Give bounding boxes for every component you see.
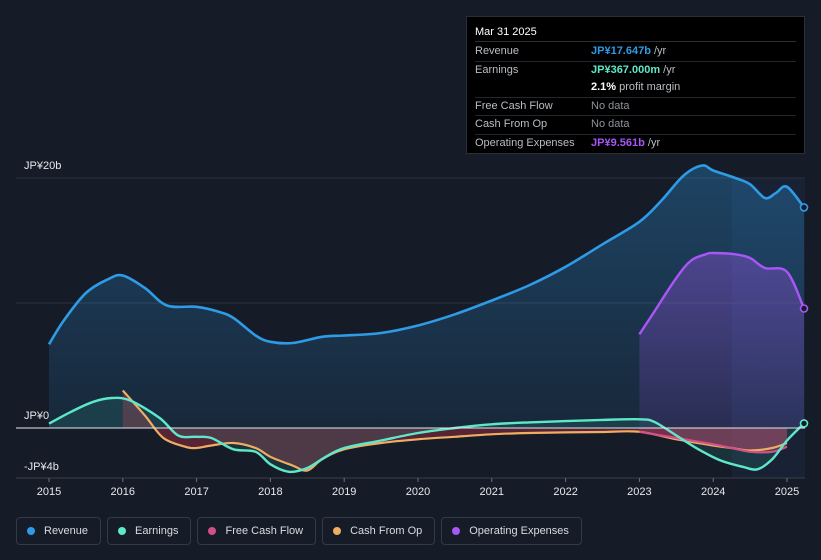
revenue-dot-icon — [27, 527, 35, 535]
tooltip-label: Free Cash Flow — [475, 99, 553, 112]
legend-revenue-label: Revenue — [44, 525, 89, 537]
tooltip-value: JP¥367.000m — [591, 63, 661, 76]
legend-earnings[interactable]: Earnings — [107, 517, 192, 545]
tooltip-label: Earnings — [475, 63, 519, 76]
opex-dot-icon — [452, 527, 461, 535]
legend-free-cash-flow[interactable]: Free Cash Flow — [197, 517, 317, 545]
x-tick-label: 2019 — [332, 486, 356, 498]
tooltip-label: Revenue — [475, 45, 520, 57]
y-tick-label: -JP¥4b — [24, 461, 59, 473]
legend-operating-expenses[interactable]: Operating Expenses — [441, 517, 582, 545]
earnings-area — [49, 397, 804, 472]
chart: JP¥20b JP¥0 -JP¥4b 2015 2016 2017 2018 2019 2020… — [16, 160, 809, 498]
tooltip-unit: profit margin — [616, 81, 681, 93]
tooltip-label — [475, 79, 591, 97]
tooltip-row-earnings: Earnings JP¥367.000m /yr — [475, 62, 796, 80]
cfo-dot-icon — [333, 527, 342, 535]
legend-opex-label: Operating Expenses — [469, 525, 569, 537]
cash-from-op-line — [121, 389, 788, 472]
x-tick-label: 2017 — [184, 486, 208, 498]
tooltip-label: Operating Expenses — [475, 136, 575, 149]
legend-revenue[interactable]: Revenue — [16, 517, 102, 545]
fcf-dot-icon — [208, 527, 217, 535]
tooltip-value: No data — [591, 99, 630, 112]
tooltip-unit: /yr — [650, 45, 667, 57]
x-tick-label: 2022 — [553, 486, 577, 498]
x-tick-label: 2020 — [406, 486, 430, 498]
tooltip-row-cfo: Cash From Op No data — [475, 116, 796, 135]
earnings-dot-icon — [118, 527, 127, 535]
tooltip-row-opex: Operating Expenses JP¥9.561b /yr — [475, 135, 796, 153]
tooltip-date: Mar 31 2025 — [475, 23, 796, 42]
tooltip-row-margin: 2.1% profit margin — [475, 79, 796, 98]
revenue-end-marker — [799, 203, 809, 212]
free-cash-flow-line — [639, 430, 788, 454]
legend-earnings-label: Earnings — [135, 525, 179, 537]
operating-expenses-area — [639, 253, 804, 428]
tooltip-value: JP¥17.647b — [591, 45, 651, 57]
operating-expenses-line — [638, 251, 806, 335]
legend-cfo-label: Cash From Op — [350, 525, 423, 537]
legend-fcf-label: Free Cash Flow — [225, 525, 304, 537]
tooltip-value: JP¥9.561b — [591, 136, 645, 149]
tooltip-row-fcf: Free Cash Flow No data — [475, 98, 796, 116]
tooltip-unit: /yr — [660, 63, 676, 76]
x-tick-label: 2015 — [37, 486, 61, 498]
x-tick-label: 2021 — [480, 486, 504, 498]
tooltip-label: Cash From Op — [475, 118, 548, 130]
y-tick-label: JP¥0 — [24, 410, 49, 422]
legend-cash-from-op[interactable]: Cash From Op — [322, 517, 436, 545]
legend: Revenue Earnings Free Cash Flow Cash Fro… — [16, 517, 582, 545]
cash-from-op-area — [122, 390, 788, 471]
x-tick-label: 2024 — [701, 486, 725, 498]
tooltip-value: No data — [591, 118, 630, 130]
x-tick-label: 2016 — [111, 486, 135, 498]
tooltip-value: 2.1% — [591, 81, 617, 93]
earnings-line — [48, 396, 805, 474]
free-cash-flow-area — [639, 428, 787, 453]
y-tick-label: JP¥20b — [24, 160, 61, 172]
x-tick-label: 2023 — [627, 486, 651, 498]
x-tick-label: 2018 — [258, 486, 282, 498]
operating-expenses-end-marker — [799, 304, 809, 313]
revenue-line — [47, 164, 806, 345]
tooltip-row-revenue: Revenue JP¥17.647b /yr — [475, 43, 796, 62]
x-tick-label: 2025 — [775, 486, 799, 498]
tooltip-unit: /yr — [644, 136, 661, 149]
revenue-area — [49, 165, 804, 428]
earnings-end-marker — [799, 419, 809, 428]
tooltip-panel: Mar 31 2025 Revenue JP¥17.647b /yr Earni… — [466, 16, 805, 154]
